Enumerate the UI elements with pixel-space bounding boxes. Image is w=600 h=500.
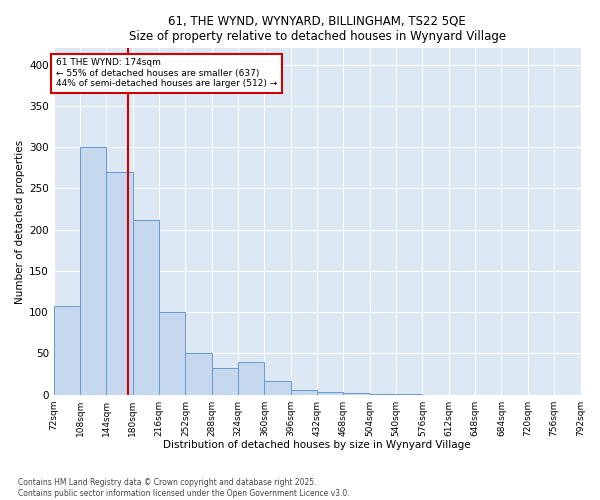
Bar (238, 362, 265, 394)
Bar (106, 172, 133, 394)
Bar (317, 392, 343, 394)
Bar (185, 354, 212, 395)
X-axis label: Distribution of detached houses by size in Wynyard Village: Distribution of detached houses by size … (163, 440, 471, 450)
Text: Contains HM Land Registry data © Crown copyright and database right 2025.
Contai: Contains HM Land Registry data © Crown c… (18, 478, 350, 498)
Bar (212, 368, 238, 394)
Bar (159, 312, 185, 394)
Title: 61, THE WYND, WYNYARD, BILLINGHAM, TS22 5QE
Size of property relative to detache: 61, THE WYND, WYNYARD, BILLINGHAM, TS22 … (128, 15, 506, 43)
Y-axis label: Number of detached properties: Number of detached properties (15, 140, 25, 304)
Bar (291, 390, 317, 394)
Bar (80, 148, 106, 394)
Bar (54, 306, 80, 394)
Bar (343, 393, 370, 394)
Text: 61 THE WYND: 174sqm
← 55% of detached houses are smaller (637)
44% of semi-detac: 61 THE WYND: 174sqm ← 55% of detached ho… (56, 58, 277, 88)
Bar (133, 220, 159, 394)
Bar (265, 380, 291, 394)
